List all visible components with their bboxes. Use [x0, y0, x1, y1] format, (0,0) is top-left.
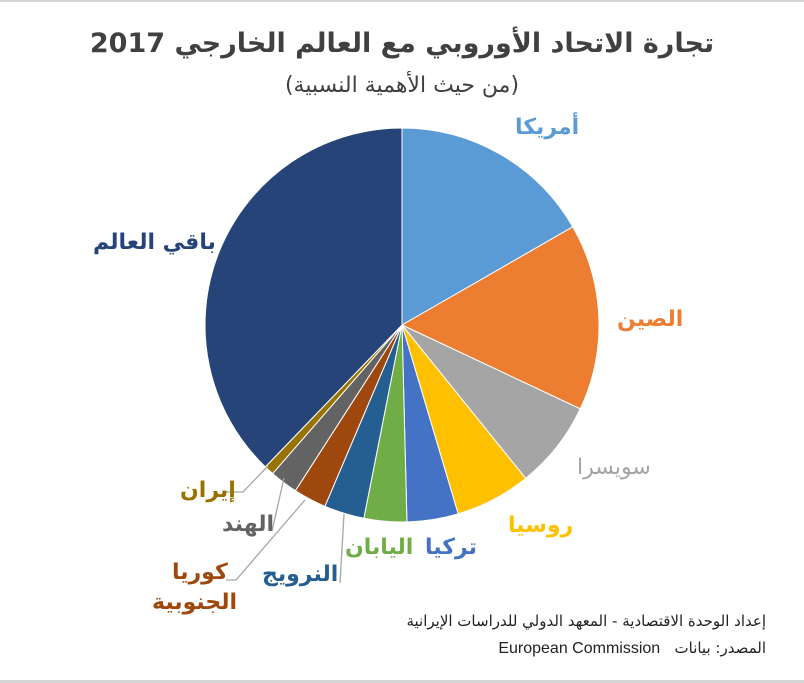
pie-slices — [204, 127, 600, 523]
leader-lines — [222, 465, 345, 584]
footer-credit: إعداد الوحدة الاقتصادية - المعهد الدولي … — [406, 612, 766, 630]
chart-title: تجارة الاتحاد الأوروبي مع العالم الخارجي… — [89, 28, 715, 59]
leader-line-india — [271, 477, 285, 532]
chart-subtitle: (من حيث الأهمية النسبية) — [284, 73, 520, 98]
label-korea-line2: الجنوبية — [152, 590, 238, 615]
label-turkey: تركيا — [425, 535, 477, 560]
footer-source-prefix: المصدر: بيانات — [674, 639, 767, 657]
footer-source: المصدر: بيانات European Commission — [498, 639, 766, 658]
leader-line-iran — [222, 465, 269, 493]
top-border — [0, 0, 804, 2]
leader-line-korea — [226, 499, 306, 581]
label-japan: اليابان — [345, 535, 414, 560]
pie-slice — [204, 127, 403, 468]
label-india: الهند — [222, 512, 275, 537]
label-rest-of-world: باقي العالم — [93, 230, 216, 255]
label-switzerland: سويسرا — [577, 455, 651, 480]
footer-source-name: European Commission — [498, 640, 661, 657]
label-china: الصين — [617, 307, 684, 332]
pie-slice — [401, 127, 574, 326]
label-iran: إيران — [180, 478, 236, 503]
leader-line-norway — [339, 513, 345, 584]
pie-slice — [400, 226, 600, 410]
label-russia: روسيا — [508, 513, 574, 538]
label-norway: النرويج — [262, 562, 339, 587]
label-america: أمريكا — [515, 115, 580, 140]
bottom-border — [0, 680, 804, 683]
label-korea-line1: كوريا — [172, 560, 228, 585]
